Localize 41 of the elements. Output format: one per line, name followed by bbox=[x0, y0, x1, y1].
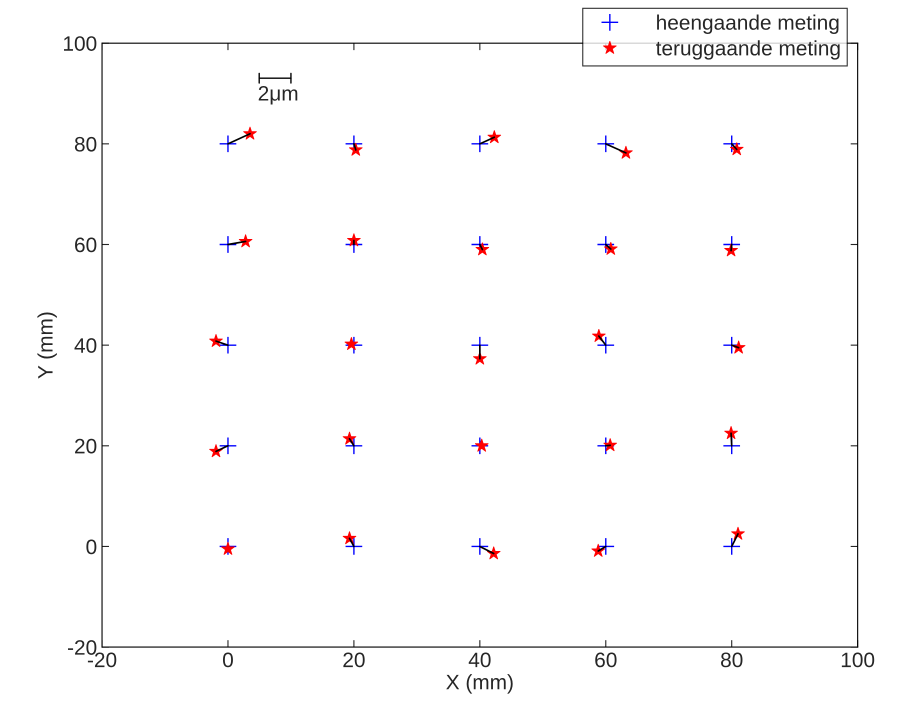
point bbox=[722, 436, 741, 455]
y-tick-label: 80 bbox=[74, 136, 96, 152]
x-tick-label: 100 bbox=[842, 652, 874, 668]
point bbox=[470, 235, 489, 254]
point bbox=[218, 134, 237, 153]
legend-label: teruggaande meting bbox=[656, 40, 840, 60]
point bbox=[596, 235, 615, 254]
point bbox=[218, 336, 237, 354]
point bbox=[218, 537, 237, 556]
point bbox=[596, 537, 615, 556]
point bbox=[470, 537, 489, 556]
point bbox=[596, 336, 615, 354]
annotation: 2μm bbox=[258, 86, 298, 105]
x-tick-label: -20 bbox=[88, 652, 116, 668]
point bbox=[596, 436, 615, 455]
y-tick-label: 60 bbox=[75, 237, 96, 252]
point bbox=[722, 134, 741, 153]
y-axis-title: Y (mm) bbox=[37, 312, 57, 379]
point bbox=[218, 235, 237, 254]
point bbox=[344, 436, 363, 455]
point bbox=[344, 537, 363, 556]
y-tick-label: 0 bbox=[86, 539, 96, 554]
point bbox=[218, 436, 237, 455]
x-tick-label: 80 bbox=[721, 652, 742, 668]
x-tick-label: 60 bbox=[595, 652, 617, 668]
y-tick-label: 40 bbox=[74, 338, 96, 353]
x-tick-label: 20 bbox=[343, 652, 365, 668]
point bbox=[470, 134, 489, 153]
legend-label: heengaande meting bbox=[657, 14, 839, 34]
point bbox=[221, 542, 235, 555]
point bbox=[722, 537, 741, 556]
point bbox=[596, 134, 615, 153]
point bbox=[344, 336, 358, 350]
y-tick-label: -20 bbox=[68, 640, 96, 655]
x-tick-label: 40 bbox=[468, 652, 491, 668]
y-tick-label: 100 bbox=[64, 36, 96, 51]
point bbox=[474, 438, 489, 452]
x-tick-label: 0 bbox=[222, 652, 233, 668]
y-tick-label: 20 bbox=[75, 438, 96, 454]
x-axis-title: X (mm) bbox=[446, 674, 513, 694]
point bbox=[344, 336, 363, 354]
